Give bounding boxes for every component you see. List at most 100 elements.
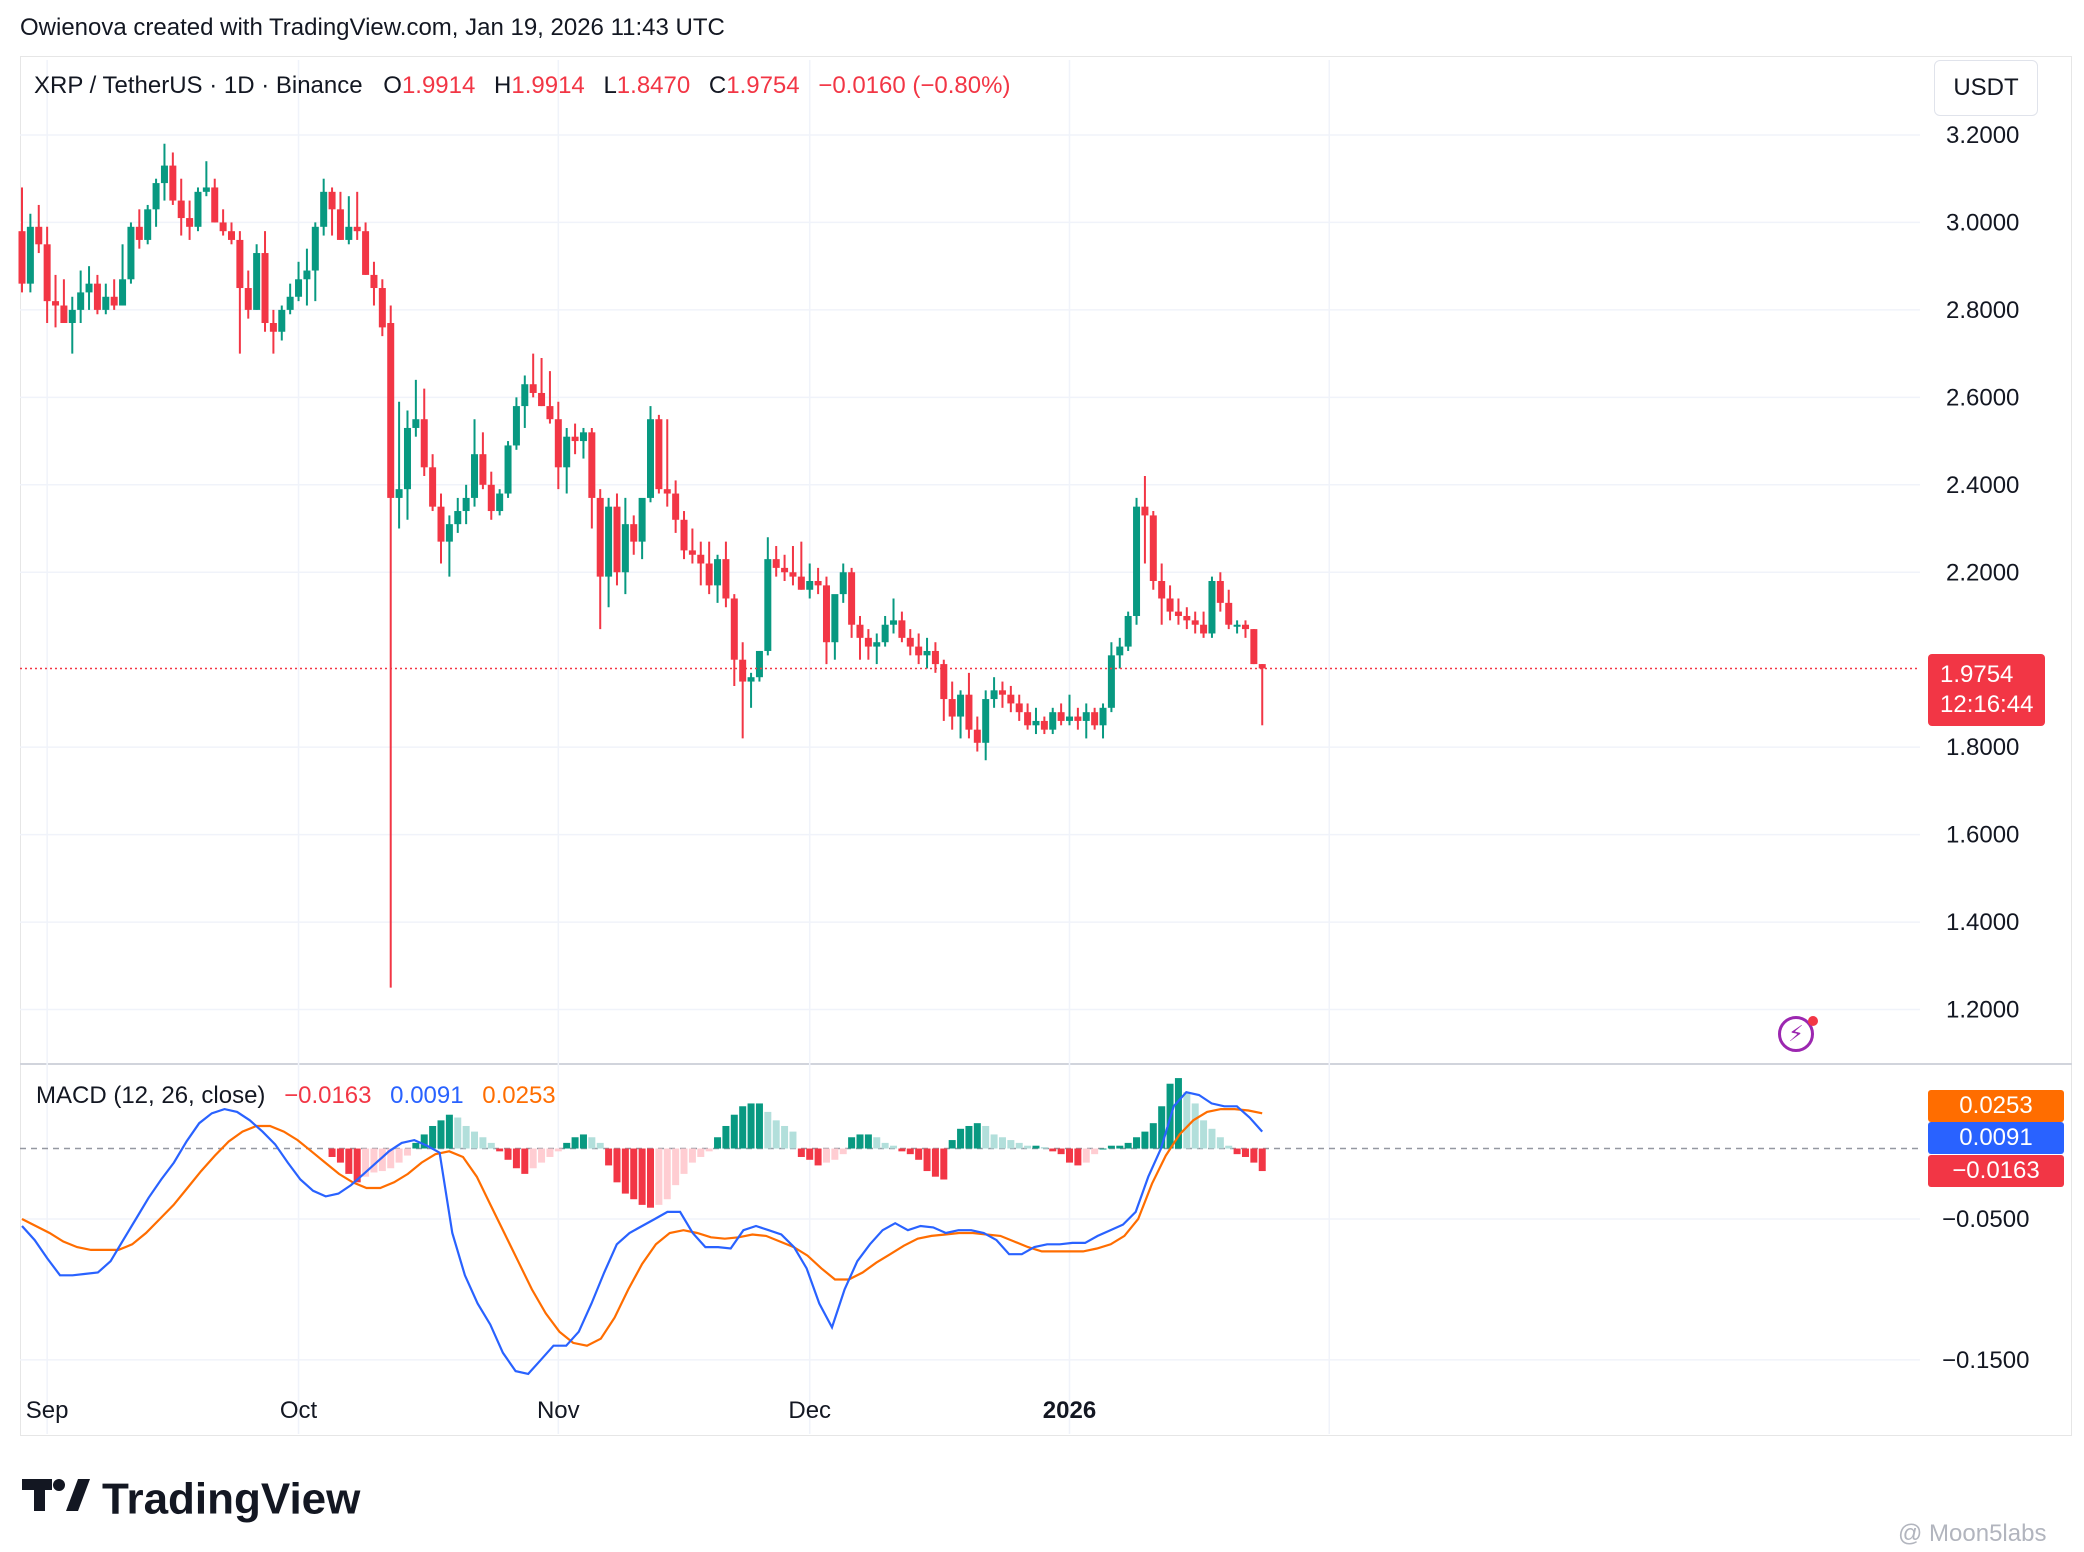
price-axis-label: 1.2000 xyxy=(1946,997,2019,1024)
candle-body xyxy=(1200,624,1208,634)
macd-histogram-bar xyxy=(596,1142,604,1149)
candle-body xyxy=(1183,615,1191,621)
macd-histogram-bar xyxy=(554,1148,562,1152)
watermark: @ Moon5labs xyxy=(1898,1520,2047,1547)
macd-histogram-bar xyxy=(1074,1148,1082,1166)
macd-name[interactable]: MACD (12, 26, close) xyxy=(36,1082,266,1109)
low-value: 1.8470 xyxy=(616,72,691,99)
macd-histogram-bar xyxy=(429,1125,437,1149)
candle-body xyxy=(362,231,370,275)
currency-button[interactable]: USDT xyxy=(1934,60,2038,116)
macd-histogram-bar xyxy=(1200,1120,1208,1149)
macd-histogram-bar xyxy=(471,1131,479,1149)
tradingview-mark-icon xyxy=(22,1474,92,1524)
candle-body xyxy=(177,200,185,219)
candle-body xyxy=(1233,624,1241,627)
high-label: H xyxy=(494,72,512,99)
candle-body xyxy=(1074,716,1082,721)
candle-body xyxy=(194,191,202,227)
candle-body xyxy=(512,406,520,446)
macd-histogram-bar xyxy=(873,1137,881,1149)
macd-histogram-bar xyxy=(1091,1148,1099,1155)
macd-histogram-bar xyxy=(1158,1106,1166,1149)
macd-histogram-bar xyxy=(680,1148,688,1174)
candle-body xyxy=(797,576,805,590)
macd-histogram-bar xyxy=(1133,1137,1141,1149)
candle-body xyxy=(1082,712,1090,721)
macd-histogram-bar xyxy=(1024,1145,1032,1149)
macd-histogram-bar xyxy=(906,1148,914,1155)
candle-body xyxy=(169,165,177,201)
candle-body xyxy=(445,524,453,542)
candle-body xyxy=(35,226,43,245)
tradingview-logo[interactable]: TradingView xyxy=(22,1472,360,1524)
candle-body xyxy=(1091,712,1099,726)
candle-body xyxy=(873,642,881,647)
candle-body xyxy=(931,650,939,665)
macd-histogram-bar xyxy=(345,1148,353,1174)
candle-body xyxy=(755,650,763,678)
macd-histogram-bar xyxy=(1116,1145,1124,1149)
macd-histogram-bar xyxy=(529,1148,537,1169)
time-axis-label: Oct xyxy=(280,1397,318,1424)
candle-body xyxy=(1049,712,1057,730)
candle-body xyxy=(730,598,738,660)
candle-body xyxy=(345,226,353,240)
macd-histogram-bar xyxy=(822,1148,830,1163)
candle-body xyxy=(18,231,26,284)
macd-histogram-bar xyxy=(579,1134,587,1149)
macd-histogram-bar xyxy=(638,1148,646,1205)
macd-histogram-bar xyxy=(1225,1145,1233,1149)
macd-histogram-bar xyxy=(621,1148,629,1194)
candle-body xyxy=(119,279,127,306)
macd-histogram-bar xyxy=(856,1134,864,1149)
macd-histogram-bar xyxy=(1007,1140,1015,1149)
candle-body xyxy=(613,506,621,573)
macd-histogram-bar xyxy=(512,1148,520,1169)
macd-histogram-bar xyxy=(655,1148,663,1205)
candle-body xyxy=(328,191,336,210)
macd-histogram-bar xyxy=(1040,1147,1048,1149)
macd-histogram-bar xyxy=(998,1137,1006,1149)
macd-histogram-bar xyxy=(881,1142,889,1149)
macd-signal-value: 0.0253 xyxy=(482,1082,556,1109)
candle-body xyxy=(546,406,554,420)
macd-histogram-bar xyxy=(965,1125,973,1149)
macd-histogram-bar xyxy=(328,1148,336,1157)
candle-body xyxy=(856,624,864,638)
macd-histogram-bar xyxy=(663,1148,671,1200)
macd-histogram-bar xyxy=(395,1148,403,1163)
flash-icon[interactable]: ⚡ xyxy=(1778,1016,1814,1052)
candle-body xyxy=(93,283,101,310)
candle-body xyxy=(982,699,990,743)
chart-attribution: Owienova created with TradingView.com, J… xyxy=(20,14,725,41)
macd-histogram-bar xyxy=(714,1137,722,1149)
macd-histogram-bar xyxy=(1183,1092,1191,1149)
macd-histogram-bar xyxy=(1107,1145,1115,1149)
macd-histogram-bar xyxy=(722,1125,730,1149)
candle-body xyxy=(127,226,135,280)
candle-body xyxy=(990,690,998,700)
macd-histogram-bar xyxy=(957,1128,965,1149)
macd-histogram-bar xyxy=(1141,1131,1149,1149)
macd-histogram-bar xyxy=(1174,1078,1182,1149)
macd-histogram-bar xyxy=(806,1148,814,1160)
macd-histogram-bar xyxy=(688,1148,696,1163)
macd-axis-label: −0.1500 xyxy=(1942,1347,2029,1374)
candle-body xyxy=(420,419,428,468)
candle-body xyxy=(278,309,286,332)
candle-body xyxy=(839,572,847,595)
candle-body xyxy=(781,567,789,573)
candle-body xyxy=(1191,620,1199,625)
candle-body xyxy=(1032,720,1040,726)
symbol-label[interactable]: XRP / TetherUS · 1D · Binance xyxy=(34,72,363,99)
candle-body xyxy=(554,419,562,468)
candle-body xyxy=(579,432,587,442)
macd-histogram-bar xyxy=(831,1148,839,1160)
candle-body xyxy=(228,231,235,240)
macd-signal-line xyxy=(21,1107,1263,1347)
candle-body xyxy=(219,222,227,232)
macd-histogram-bar xyxy=(437,1120,445,1149)
macd-histogram-bar xyxy=(1258,1148,1266,1172)
